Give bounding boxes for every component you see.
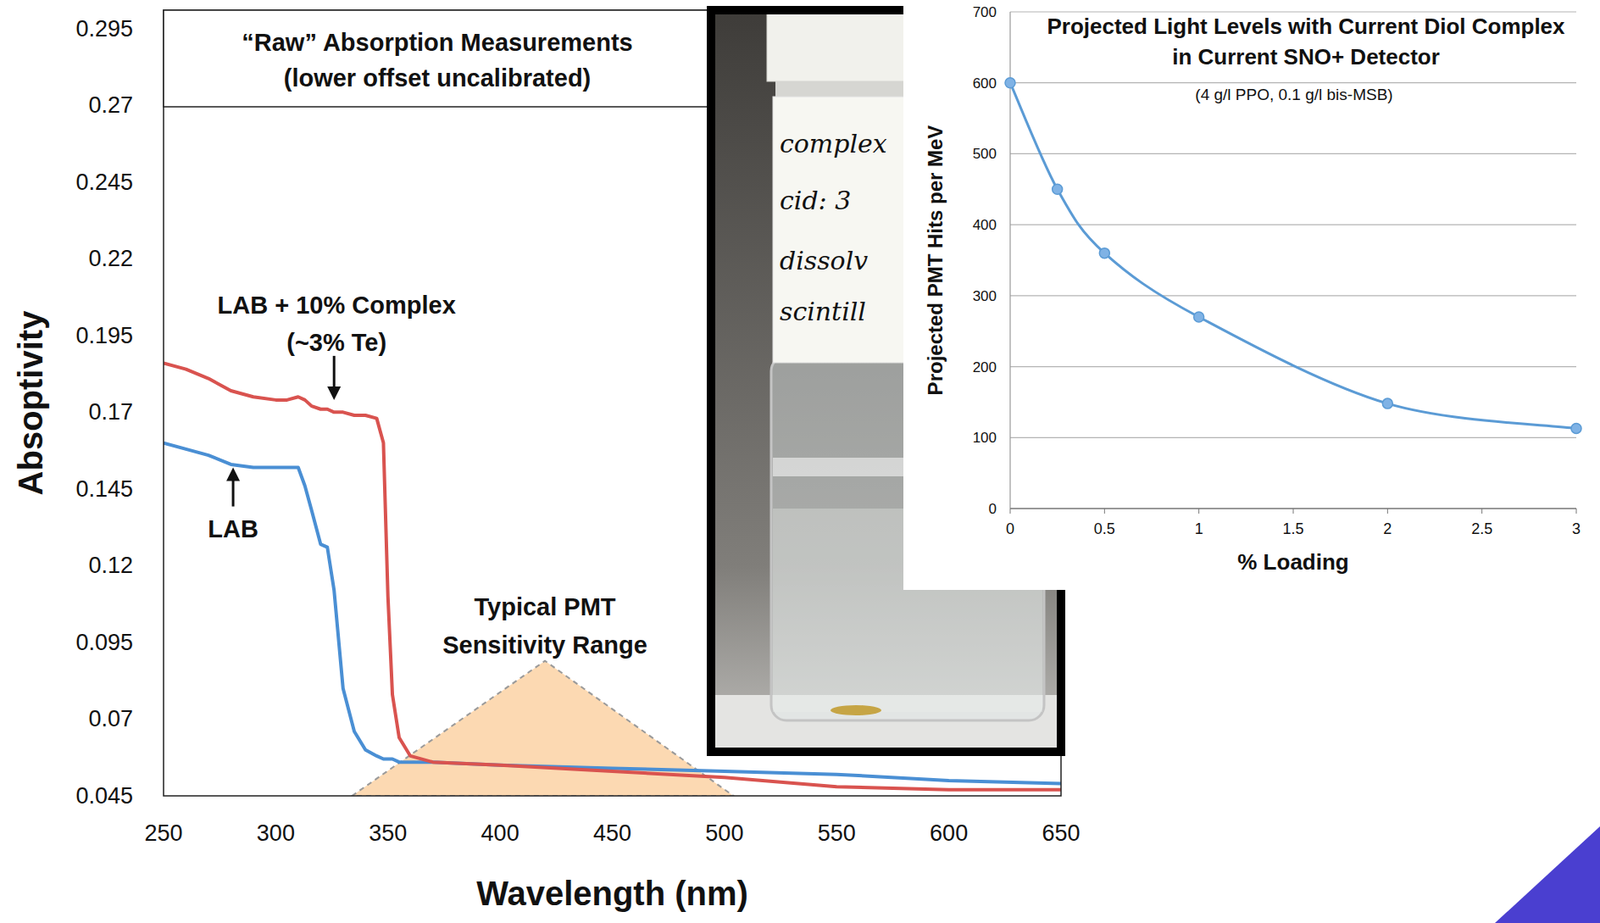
title-line: Projected Light Levels with Current Diol… xyxy=(1046,13,1566,39)
grid-line xyxy=(1010,153,1577,155)
x-tick-label: 350 xyxy=(368,820,407,846)
y-tick-label: 300 xyxy=(972,288,997,305)
corner-decoration xyxy=(1494,826,1600,923)
x-tick-label: 500 xyxy=(705,820,744,846)
handwriting: complex xyxy=(779,128,888,159)
annotation-arrow xyxy=(333,355,336,390)
x-tick-label: 1.5 xyxy=(1282,520,1304,538)
point xyxy=(1194,311,1205,323)
y-tick-label: 400 xyxy=(972,216,997,234)
x-tick xyxy=(1293,508,1295,514)
y-tick-label: 0 xyxy=(988,500,997,517)
inset-title: Projected Light Levels with Current Diol… xyxy=(1046,13,1566,70)
y-axis-title: Projected PMT Hits per MeV xyxy=(923,125,947,396)
inset-chart: 0 100 200 300 400 500 600 700 0 0.5 1 1.5 2 2.5 3 Proje… xyxy=(923,4,1582,575)
x-tick-label: 600 xyxy=(929,820,968,846)
point xyxy=(1571,422,1582,434)
y-tick-label: 0.095 xyxy=(75,629,134,656)
region-label: Typical PMT xyxy=(474,593,617,621)
x-tick-label: 0.5 xyxy=(1094,520,1116,538)
x-tick-label: 300 xyxy=(256,820,295,846)
y-tick-label: 500 xyxy=(972,145,997,162)
grid-line xyxy=(1010,224,1577,226)
x-tick-label: 2.5 xyxy=(1471,520,1493,538)
annotation-arrow-head xyxy=(226,467,240,482)
y-tick-label: 0.27 xyxy=(88,92,134,118)
y-tick-label: 700 xyxy=(972,4,997,21)
x-tick xyxy=(1576,508,1578,514)
handwriting: scintill xyxy=(779,296,867,327)
series-line xyxy=(1010,83,1577,429)
title: “Raw” Absorption Measurements xyxy=(241,28,633,56)
title-line: in Current SNO+ Detector xyxy=(1172,44,1440,70)
x-tick xyxy=(1387,508,1389,514)
y-tick-label: 0.245 xyxy=(75,169,134,195)
annotation: LAB + 10% Complex (~3% Te) xyxy=(217,291,456,400)
handwriting: cid: 3 xyxy=(779,185,851,216)
y-tick-label: 0.17 xyxy=(88,399,134,425)
x-tick-label: 250 xyxy=(144,820,183,846)
x-axis-title: Wavelength (nm) xyxy=(476,874,749,912)
annotation: LAB xyxy=(207,467,259,543)
y-axis-title: Absoptivity xyxy=(11,310,50,496)
grid-line xyxy=(1010,11,1577,12)
y-tick-label: 600 xyxy=(972,75,997,92)
y-tick-label: 0.22 xyxy=(88,245,134,272)
y-tick-label: 0.145 xyxy=(75,476,134,502)
annotation-label: (~3% Te) xyxy=(286,328,387,356)
x-tick xyxy=(1481,508,1483,514)
grid-line xyxy=(1010,294,1577,296)
annotation-label: LAB + 10% Complex xyxy=(217,291,456,319)
point xyxy=(1382,398,1393,409)
y-tick-label: 0.045 xyxy=(75,783,134,809)
x-tick xyxy=(1198,508,1200,514)
grid-line xyxy=(1010,437,1577,439)
x-tick-label: 2 xyxy=(1383,520,1392,538)
region-label: Sensitivity Range xyxy=(442,631,648,659)
subtitle: (lower offset uncalibrated) xyxy=(283,64,592,92)
residue xyxy=(830,705,882,716)
annotation-arrow-head xyxy=(327,386,341,400)
y-tick-label: 100 xyxy=(972,429,997,446)
x-tick-label: 450 xyxy=(593,820,632,846)
annotation-label: LAB xyxy=(207,515,259,543)
x-tick-label: 400 xyxy=(481,820,520,846)
point xyxy=(1052,183,1063,195)
point xyxy=(1099,248,1110,259)
y-tick-label: 0.12 xyxy=(88,552,134,578)
x-tick-label: 1 xyxy=(1194,520,1204,538)
point xyxy=(1005,77,1016,89)
x-tick xyxy=(1010,508,1012,514)
x-tick-label: 0 xyxy=(1005,520,1015,538)
grid-line xyxy=(1010,82,1577,84)
y-tick-label: 200 xyxy=(972,359,997,376)
x-axis-title: % Loading xyxy=(1237,549,1349,575)
inset-subtitle: (4 g/l PPO, 0.1 g/l bis-MSB) xyxy=(1194,85,1393,104)
inset-data xyxy=(1005,77,1582,434)
x-tick xyxy=(1104,508,1106,514)
y-tick-label: 0.295 xyxy=(75,16,134,42)
title-box xyxy=(163,10,712,107)
y-tick-label: 0.07 xyxy=(88,705,134,732)
x-tick-label: 550 xyxy=(817,820,856,846)
inset-bg xyxy=(903,0,1600,590)
y-tick-label: 0.195 xyxy=(75,322,134,349)
annotation-arrow xyxy=(232,477,235,507)
handwriting: dissolv xyxy=(779,245,868,276)
x-tick-label: 650 xyxy=(1041,820,1080,846)
x-tick-label: 3 xyxy=(1572,520,1581,538)
figure: “Raw” Absorption Measurements (lower offs… xyxy=(0,0,1600,923)
